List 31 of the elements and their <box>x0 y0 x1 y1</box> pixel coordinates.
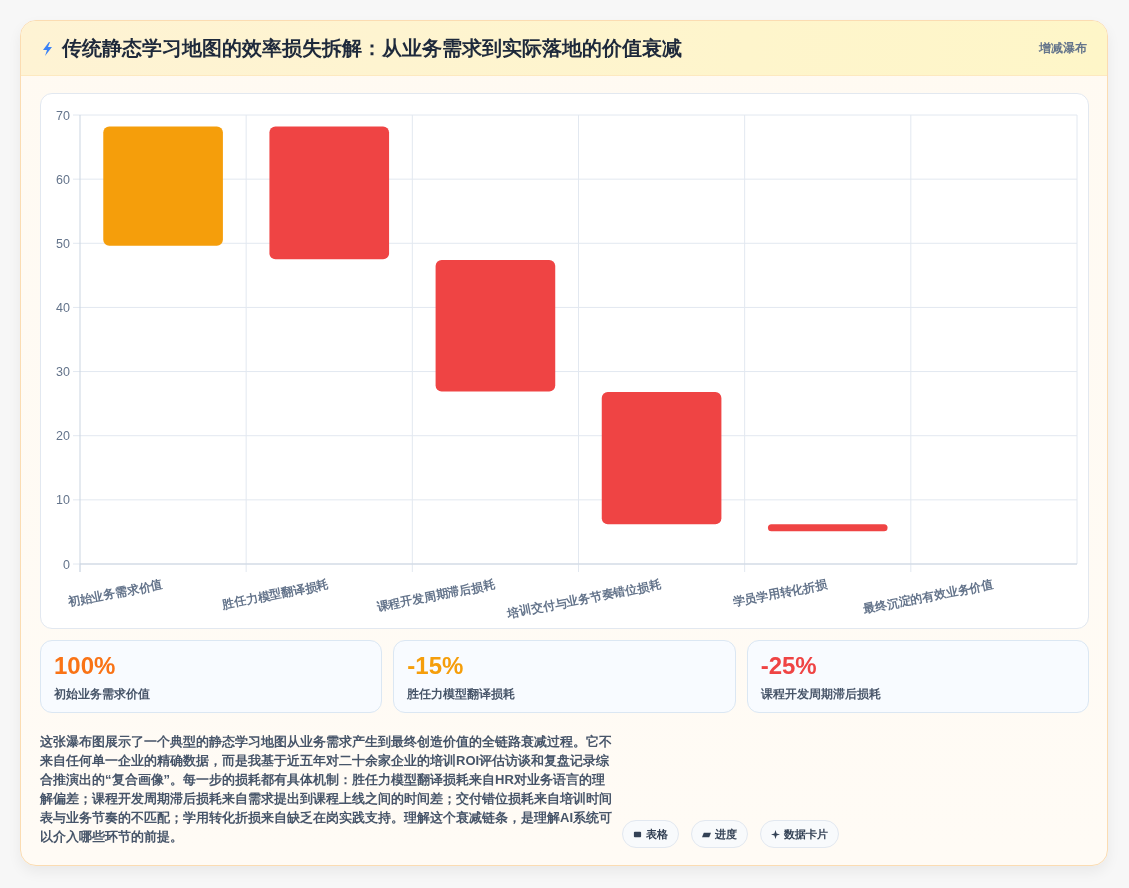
category-label: 初始业务需求价值 <box>54 686 150 703</box>
category-label: 胜任力模型翻译损耗 <box>407 686 516 703</box>
bar <box>269 126 390 260</box>
bar <box>767 524 888 532</box>
bar <box>435 259 556 392</box>
x-tick-label: 胜任力模型翻译损耗 <box>220 577 330 612</box>
text: 这张瀑布图展示了一个典型的静态学习地图从业务需求产生到最终创造价值的全链路衰减过程。它不来自任何单一企业的精确数据，而是我基于近五年对二十余家企业的培训ROI评估访谈和复盘记录综合推演出的“复合画像”。每一步的损耗都有具体机制：胜任力模型翻译损耗来自HR对业务语言的理解偏差；课程开发周期滞后损耗来自需求提出到课程上线之间的时间差；交付错位损耗来自培训时间表与业务节奏的不匹配；学用转化折损来自缺乏在岗实践支持。理解这个衰减链条，是理解AI系统可以介入哪些环节的前提。 <box>40 733 613 846</box>
bar <box>601 392 722 525</box>
text: 数据卡片 <box>784 826 828 842</box>
y-tick-label: 50 <box>56 236 71 251</box>
y-tick-label: 60 <box>56 172 71 187</box>
x-tick-label: 学员学用转化折损 <box>731 577 830 610</box>
text: -15% <box>407 652 464 679</box>
text: 100% <box>54 652 116 679</box>
y-tick-label: 30 <box>56 365 71 380</box>
y-tick-label: 20 <box>56 429 71 444</box>
text: -25% <box>760 652 817 679</box>
x-tick-label: 培训交付与业务节奏错位损耗 <box>505 577 663 621</box>
chart-title: 传统静态学习地图的效率损失拆解：从业务需求到实际落地的价值衰减 <box>62 36 682 61</box>
x-tick-label: 最终沉淀的有效业务价值 <box>861 577 995 617</box>
category-label: 课程开发周期滞后损耗 <box>760 686 881 703</box>
y-tick-label: 0 <box>63 557 71 572</box>
bar <box>103 126 223 246</box>
x-tick-label: 课程开发周期滞后损耗 <box>374 577 496 615</box>
y-tick-label: 10 <box>56 493 71 508</box>
chart-subtitle: 增减瀑布 <box>1039 40 1087 57</box>
text: 表格 <box>646 826 668 842</box>
y-tick-label: 40 <box>56 300 71 315</box>
x-tick-label: 初始业务需求价值 <box>65 577 164 610</box>
y-tick-label: 70 <box>56 108 71 123</box>
text: 进度 <box>715 826 737 842</box>
